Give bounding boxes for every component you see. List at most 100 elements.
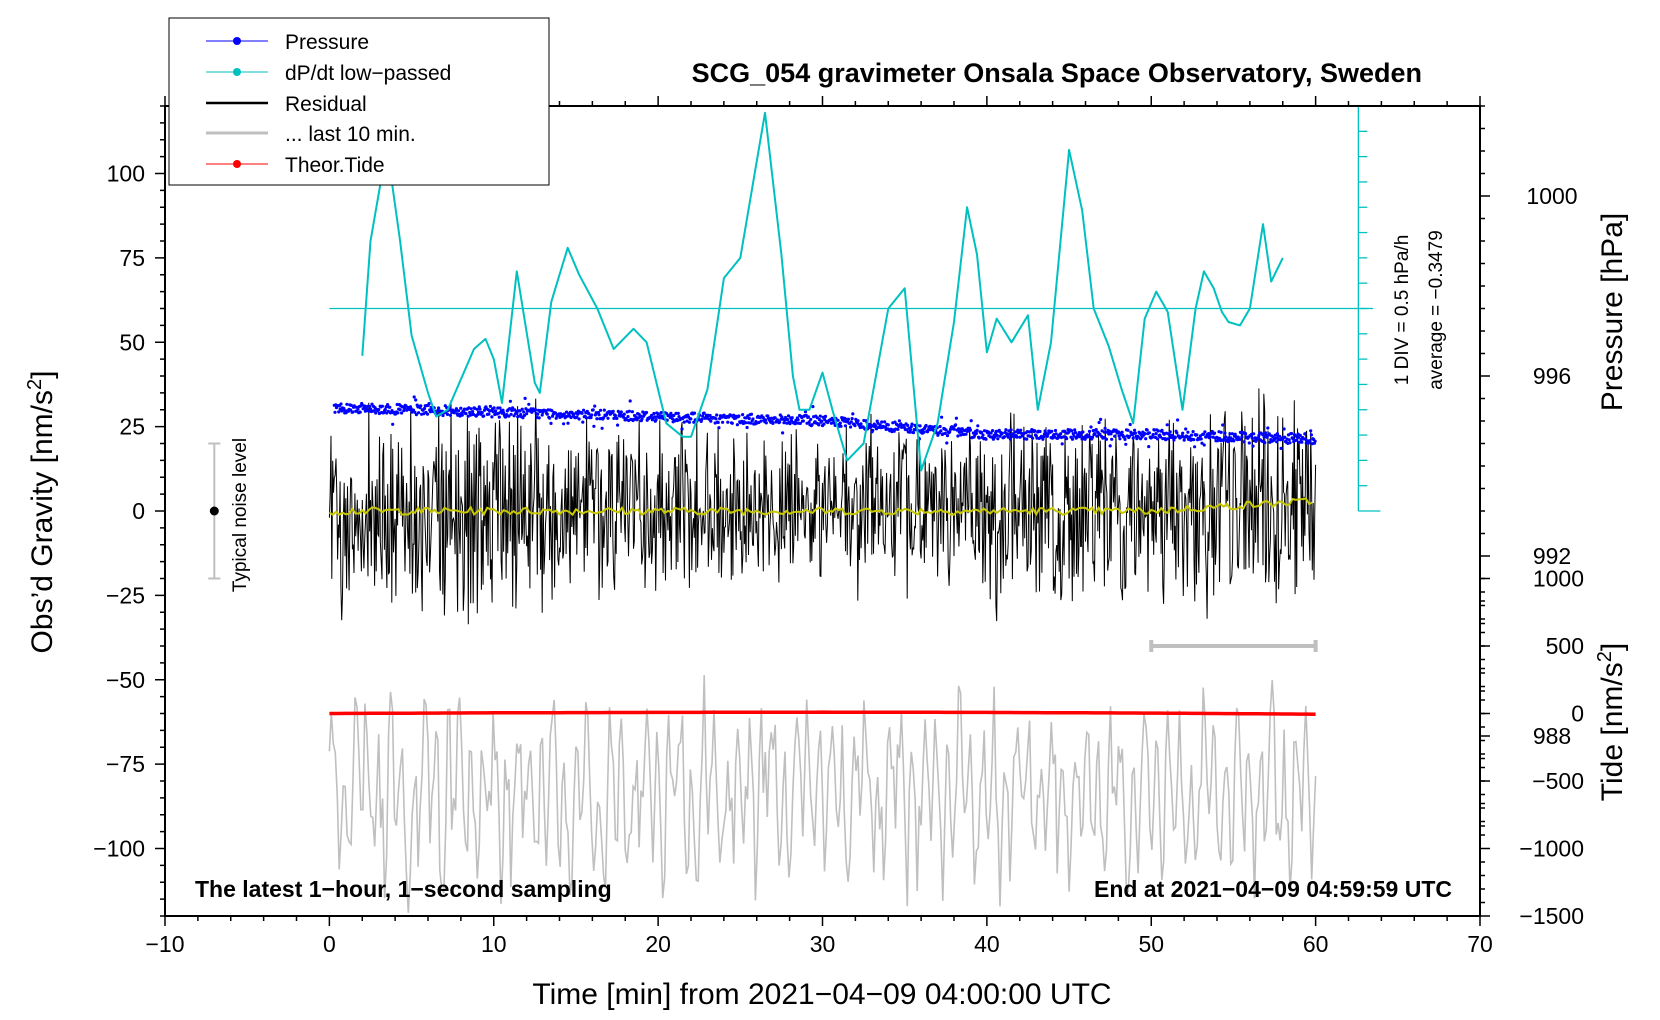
pressure-point — [523, 396, 527, 400]
pressure-point — [1050, 429, 1054, 433]
pressure-point — [680, 427, 684, 431]
pressure-point — [383, 407, 387, 412]
x-tick-label: 10 — [481, 931, 507, 957]
pressure-point — [630, 410, 635, 414]
pressure-point — [1262, 435, 1266, 439]
y-tick-label-gravity: 0 — [132, 498, 145, 524]
pressure-point — [1136, 435, 1140, 439]
pressure-point — [726, 420, 730, 424]
pressure-point — [843, 424, 848, 428]
pressure-point — [735, 423, 740, 427]
pressure-point — [553, 411, 558, 415]
pressure-point — [1289, 431, 1294, 436]
pressure-point — [1232, 439, 1236, 443]
pressure-point — [478, 407, 482, 411]
pressure-point — [1128, 422, 1132, 427]
pressure-point — [741, 413, 745, 417]
y-tick-label-gravity: −75 — [106, 751, 145, 777]
pressure-point — [1126, 428, 1130, 432]
pressure-point — [498, 406, 502, 410]
pressure-point — [417, 411, 421, 415]
pressure-point — [587, 412, 591, 416]
pressure-point — [1309, 429, 1313, 433]
pressure-point — [422, 406, 427, 411]
pressure-point — [1006, 435, 1010, 439]
pressure-point — [1201, 432, 1205, 436]
pressure-point — [709, 419, 713, 423]
legend-marker-dpdt — [233, 68, 241, 76]
pressure-point — [1143, 432, 1147, 436]
pressure-point — [977, 436, 981, 440]
pressure-point — [1090, 435, 1095, 439]
y-tick-label-pressure: 1000 — [1526, 183, 1577, 209]
pressure-point — [616, 423, 620, 427]
pressure-point — [413, 410, 417, 414]
pressure-point — [1238, 437, 1242, 441]
pressure-point — [849, 425, 853, 429]
pressure-point — [584, 416, 589, 420]
pressure-point — [1156, 437, 1160, 441]
pressure-point — [581, 420, 585, 424]
y-axis-title-pressure: Pressure [hPa] — [1596, 213, 1629, 411]
pressure-point — [856, 419, 860, 423]
pressure-point — [1110, 437, 1114, 441]
y-axis-title-gravity: Obs’d Gravity [nm/s2] — [24, 371, 59, 654]
pressure-point — [737, 414, 741, 418]
pressure-point — [1195, 433, 1199, 437]
pressure-point — [975, 428, 979, 432]
pressure-point — [459, 406, 463, 410]
pressure-point — [759, 419, 763, 423]
pressure-point — [897, 419, 902, 423]
pressure-point — [831, 418, 835, 422]
pressure-point — [1192, 438, 1196, 442]
pressure-point — [803, 410, 808, 414]
pressure-point — [475, 407, 479, 411]
pressure-point — [672, 413, 676, 418]
pressure-point — [1202, 443, 1206, 447]
pressure-point — [773, 416, 777, 420]
pressure-point — [1278, 434, 1282, 438]
pressure-point — [764, 421, 768, 425]
pressure-point — [414, 413, 418, 417]
pressure-point — [956, 434, 960, 438]
pressure-point — [1275, 440, 1279, 444]
pressure-point — [533, 408, 538, 412]
pressure-point — [945, 434, 950, 438]
pressure-point — [1252, 432, 1256, 436]
x-tick-label: 70 — [1467, 931, 1493, 957]
pressure-point — [822, 422, 826, 426]
series-layer — [208, 105, 1381, 913]
pressure-point — [349, 408, 353, 412]
pressure-point — [1279, 446, 1283, 450]
pressure-point — [480, 411, 484, 415]
x-tick-label: −10 — [145, 931, 184, 957]
pressure-point — [677, 415, 681, 419]
pressure-point — [1000, 431, 1004, 435]
pressure-point — [974, 431, 979, 435]
pressure-point — [358, 410, 362, 414]
pressure-point — [1120, 430, 1124, 434]
pressure-point — [518, 409, 522, 413]
pressure-point — [945, 441, 949, 445]
pressure-point — [1028, 434, 1032, 438]
chart-title: SCG_054 gravimeter Onsala Space Observat… — [692, 58, 1422, 88]
pressure-point — [548, 416, 552, 420]
pressure-point — [1113, 434, 1117, 438]
pressure-point — [1250, 436, 1254, 440]
pressure-point — [788, 422, 792, 426]
pressure-point — [781, 431, 785, 435]
pressure-point — [454, 407, 458, 411]
pressure-point — [602, 408, 606, 412]
pressure-point — [396, 411, 400, 415]
pressure-point — [1161, 437, 1165, 441]
x-axis-title: Time [min] from 2021−04−09 04:00:00 UTC — [532, 978, 1111, 1011]
pressure-point — [641, 410, 645, 414]
pressure-point — [591, 408, 595, 412]
pressure-point — [1288, 441, 1292, 445]
pressure-point — [494, 409, 498, 413]
pressure-point — [995, 433, 999, 437]
legend-label-tide: Theor.Tide — [285, 154, 385, 177]
pressure-point — [527, 402, 531, 406]
pressure-point — [1199, 437, 1203, 441]
pressure-point — [400, 411, 404, 415]
